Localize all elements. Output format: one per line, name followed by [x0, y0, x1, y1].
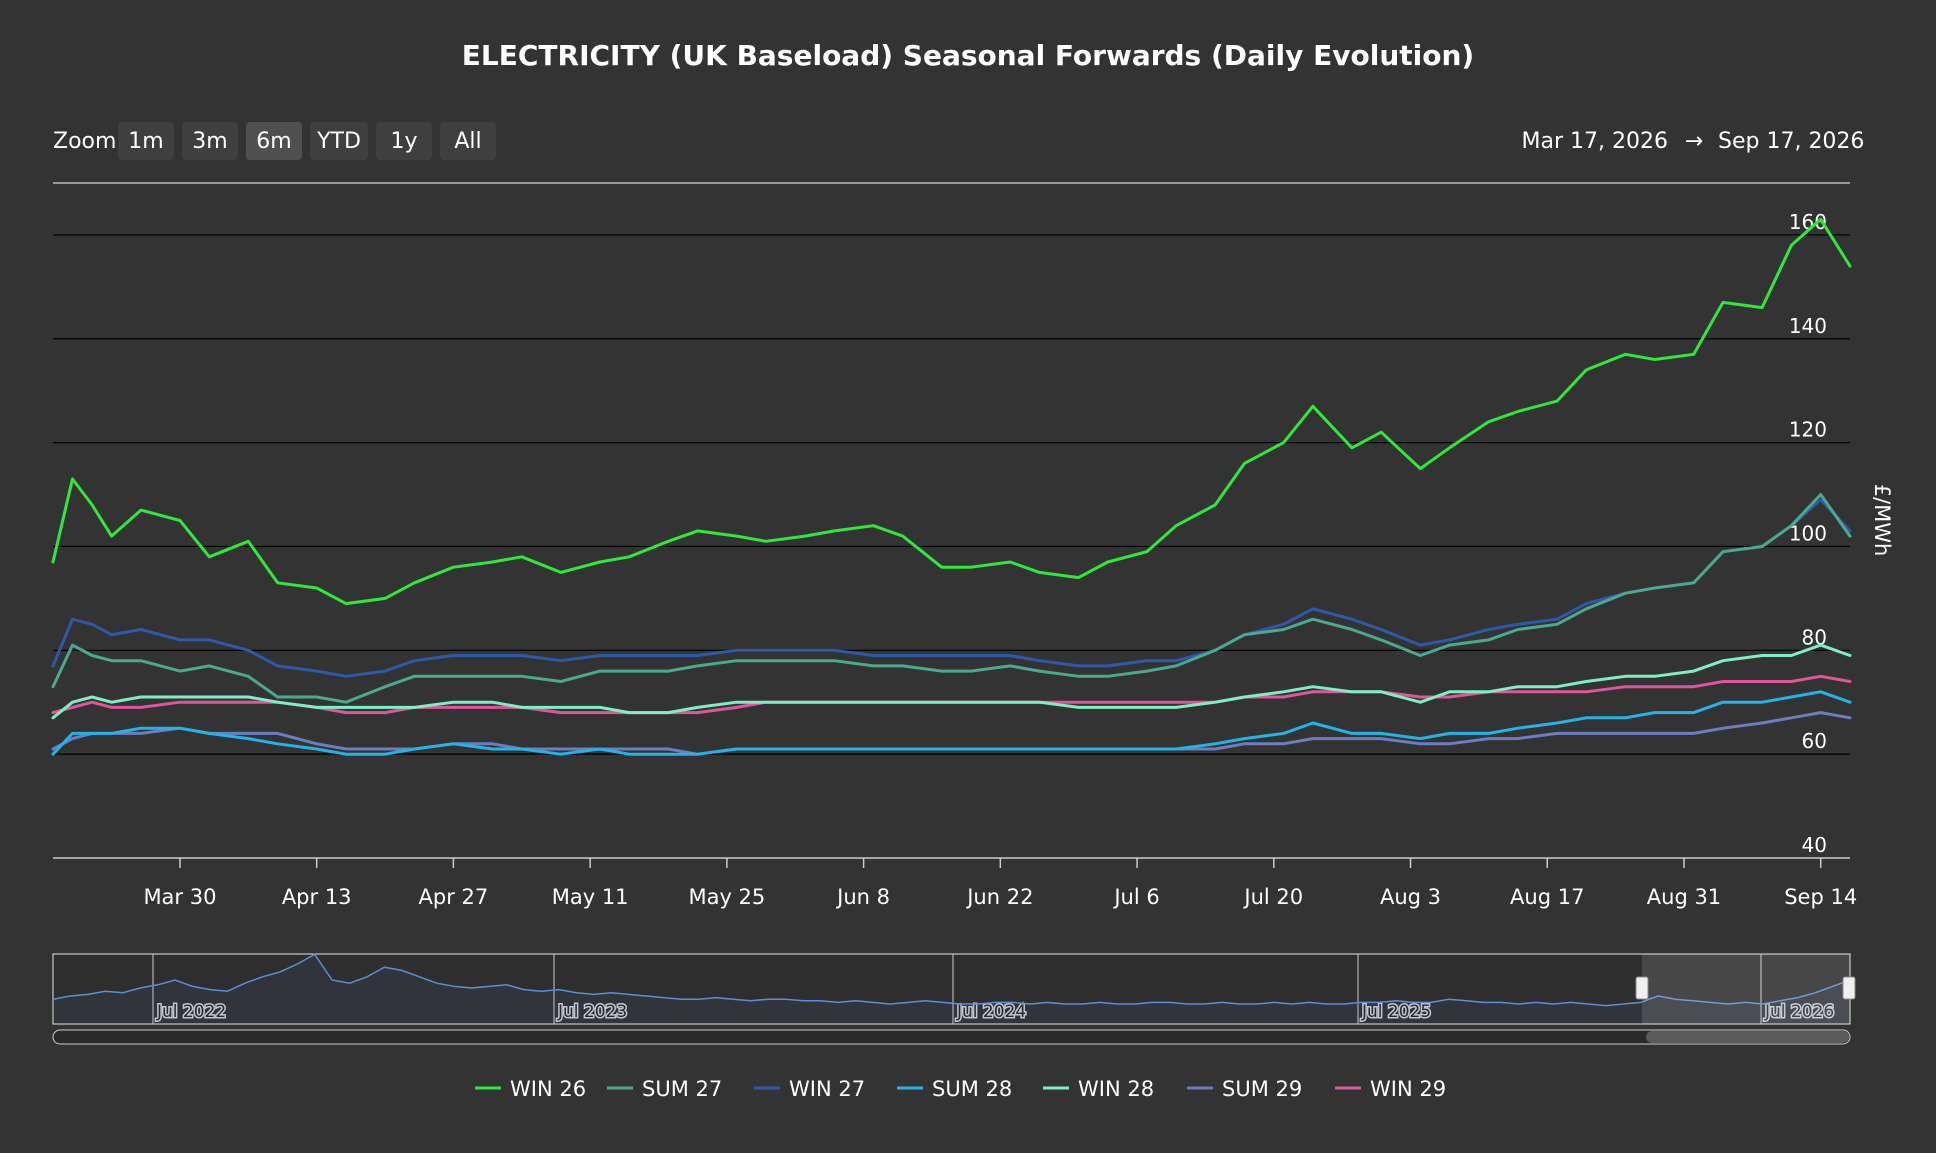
- navigator-right-handle[interactable]: [1842, 976, 1856, 1000]
- zoom-button-bg: [182, 122, 238, 160]
- series-line-sum-28[interactable]: [51, 690, 1852, 756]
- navigator-scrollbar-track[interactable]: [52, 1029, 1851, 1045]
- navigator-year-label: Jul 2022: [156, 1002, 226, 1022]
- zoom-button-3m[interactable]: 3m: [182, 122, 238, 160]
- zoom-button-1m[interactable]: 1m: [118, 122, 174, 160]
- x-tick-label: Sep 14: [1784, 885, 1857, 909]
- navigator-year-label: Jul 2024: [956, 1002, 1026, 1022]
- navigator-background: [52, 953, 1851, 1025]
- legend: WIN 26 SUM 27 WIN 27 SUM 28 WIN 28 SUM 29 WIN …: [475, 1077, 1446, 1101]
- zoom-button-6m[interactable]: 6m: [246, 122, 302, 160]
- navigator-series-line: [52, 953, 1851, 1007]
- series-lines: [51, 217, 1852, 756]
- zoom-button-all[interactable]: All: [440, 122, 496, 160]
- navigator-year-label: Jul 2023: [557, 1002, 627, 1022]
- zoom-button-bg: [440, 122, 496, 160]
- legend-item-win-29[interactable]: WIN 29: [1335, 1077, 1446, 1101]
- zoom-button-label: 6m: [256, 129, 291, 154]
- legend-label: WIN 28: [1078, 1077, 1154, 1101]
- legend-label: SUM 29: [1222, 1077, 1302, 1101]
- range-arrow: →: [1685, 129, 1703, 154]
- legend-label: WIN 29: [1370, 1077, 1446, 1101]
- x-tick-label: Aug 3: [1380, 885, 1441, 909]
- zoom-button-bg: [118, 122, 174, 160]
- legend-item-win-26[interactable]: WIN 26: [475, 1077, 586, 1101]
- y-tick-label: 40: [1802, 833, 1827, 857]
- legend-item-sum-27[interactable]: SUM 27: [607, 1077, 722, 1101]
- navigator-year-label: Jul 2026: [1764, 1002, 1834, 1022]
- navigator-series-area: [53, 954, 1850, 1024]
- navigator-scrollbar-thumb[interactable]: [1646, 1031, 1849, 1043]
- zoom-label: Zoom: [53, 129, 116, 154]
- x-axis-ticks: Mar 30 Apr 13 Apr 27 May 11 May 25 Jun 8 Jun 2…: [143, 858, 1857, 909]
- legend-item-win-28[interactable]: WIN 28: [1043, 1077, 1154, 1101]
- legend-label: WIN 27: [789, 1077, 865, 1101]
- chart-title: ELECTRICITY (UK Baseload) Seasonal Forwa…: [462, 39, 1474, 72]
- navigator[interactable]: Jul 2022 Jul 2023 Jul 2024 Jul 2025 Jul 2026: [52, 953, 1856, 1045]
- y-tick-label: 140: [1789, 314, 1827, 338]
- navigator-left-handle[interactable]: [1635, 976, 1649, 1000]
- series-line-win-26[interactable]: [51, 217, 1852, 606]
- legend-label: SUM 28: [932, 1077, 1012, 1101]
- range-display: Mar 17, 2026 → Sep 17, 2026: [1522, 129, 1865, 154]
- x-tick-label: Jul 20: [1242, 885, 1303, 909]
- grid-lines: [53, 234, 1850, 755]
- x-tick-label: Apr 27: [419, 885, 489, 909]
- zoom-button-bg: [376, 122, 432, 160]
- zoom-controls: Zoom 1m 3m 6m YTD 1y All: [53, 122, 496, 160]
- legend-item-win-27[interactable]: WIN 27: [754, 1077, 865, 1101]
- zoom-button-label: 1y: [390, 129, 417, 154]
- zoom-button-1y[interactable]: 1y: [376, 122, 432, 160]
- x-tick-label: May 25: [688, 885, 765, 909]
- legend-label: WIN 26: [510, 1077, 586, 1101]
- x-tick-label: Jul 6: [1112, 885, 1159, 909]
- legend-item-sum-28[interactable]: SUM 28: [897, 1077, 1012, 1101]
- y-tick-label: 100: [1789, 521, 1827, 545]
- zoom-button-label: 1m: [128, 129, 163, 154]
- zoom-button-ytd[interactable]: YTD: [310, 122, 368, 160]
- x-tick-label: Jun 8: [835, 885, 890, 909]
- y-tick-label: 60: [1802, 729, 1827, 753]
- zoom-button-bg: [310, 122, 368, 160]
- x-tick-label: May 11: [552, 885, 629, 909]
- zoom-button-label: 3m: [192, 129, 227, 154]
- x-tick-label: Aug 31: [1647, 885, 1721, 909]
- navigator-selected-range[interactable]: [1642, 954, 1850, 1024]
- legend-label: SUM 27: [642, 1077, 722, 1101]
- y-tick-label: 120: [1789, 418, 1827, 442]
- series-line-sum-27[interactable]: [51, 493, 1852, 704]
- x-tick-label: Apr 13: [282, 885, 352, 909]
- y-axis-label: £/MWh: [1870, 484, 1894, 557]
- zoom-button-label: All: [454, 129, 481, 154]
- series-line-win-28[interactable]: [51, 643, 1852, 720]
- range-to[interactable]: Sep 17, 2026: [1718, 129, 1864, 154]
- range-from[interactable]: Mar 17, 2026: [1522, 129, 1668, 154]
- x-tick-label: Mar 30: [143, 885, 216, 909]
- series-line-win-27[interactable]: [51, 498, 1852, 678]
- navigator-year-label: Jul 2025: [1361, 1002, 1431, 1022]
- legend-item-sum-29[interactable]: SUM 29: [1187, 1077, 1302, 1101]
- zoom-button-label: YTD: [316, 129, 361, 154]
- zoom-button-bg: [246, 122, 302, 160]
- x-tick-label: Aug 17: [1510, 885, 1584, 909]
- x-tick-label: Jun 22: [965, 885, 1033, 909]
